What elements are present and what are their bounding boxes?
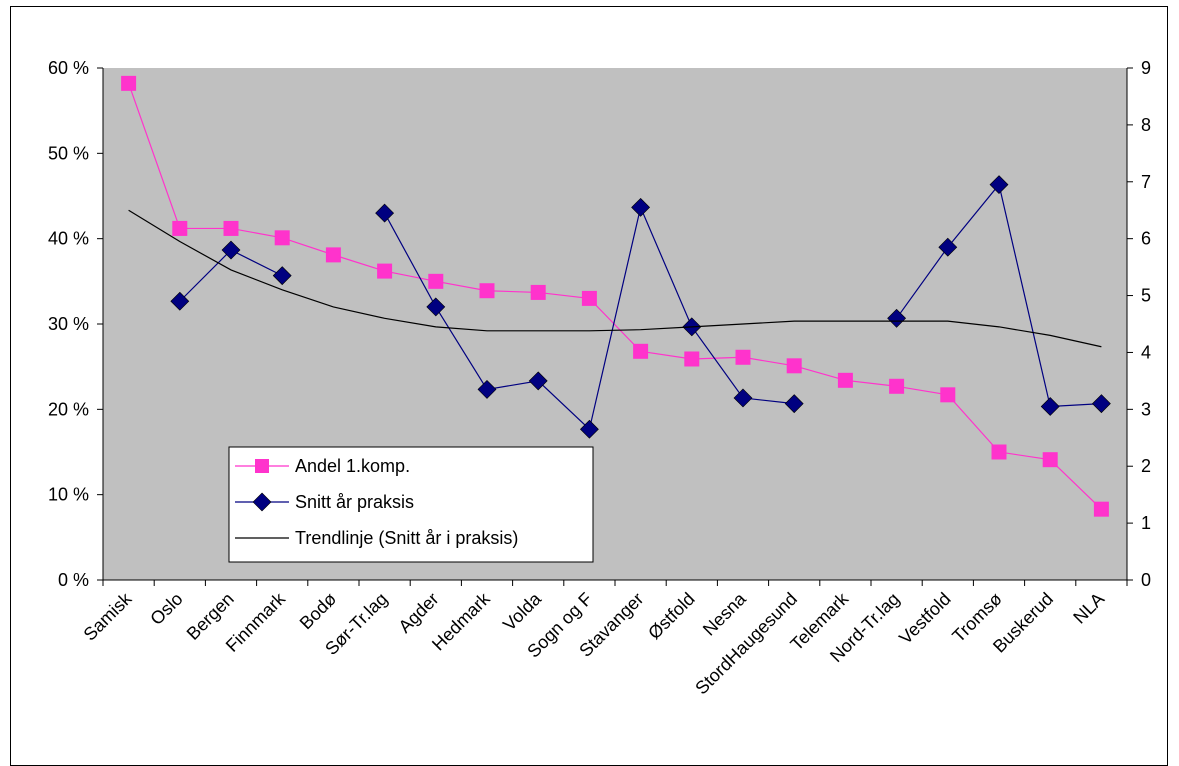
- data-point-diamond: [426, 297, 446, 317]
- data-point-diamond: [989, 175, 1009, 195]
- legend-label: Snitt år praksis: [295, 492, 414, 512]
- data-point-square: [684, 351, 700, 367]
- data-point-diamond: [938, 237, 958, 257]
- data-point-diamond: [733, 388, 753, 408]
- data-point-diamond: [170, 291, 190, 311]
- x-tick-label: Vestfold: [895, 589, 954, 648]
- data-point-diamond: [272, 266, 292, 286]
- data-point-square: [479, 283, 495, 299]
- data-point-square: [377, 263, 393, 279]
- data-point-diamond: [887, 308, 907, 328]
- data-point-square: [889, 378, 905, 394]
- legend-swatch-square: [255, 459, 269, 473]
- data-point-square: [837, 372, 853, 388]
- y-right-tick-label: 6: [1141, 229, 1151, 249]
- data-point-diamond: [375, 203, 395, 223]
- data-point-diamond: [1040, 397, 1060, 416]
- y-left-tick-label: 10 %: [48, 485, 89, 505]
- x-tick-label: Oslo: [146, 589, 186, 629]
- series-line: [128, 209, 1102, 348]
- x-tick-label: Agder: [395, 589, 443, 637]
- data-point-diamond: [221, 240, 241, 260]
- y-left-tick-label: 50 %: [48, 143, 89, 163]
- data-point-square: [940, 387, 956, 403]
- x-tick-label: Volda: [499, 588, 546, 635]
- data-point-square: [581, 290, 597, 306]
- y-left-tick-label: 20 %: [48, 399, 89, 419]
- y-right-tick-label: 9: [1141, 58, 1151, 78]
- y-right-tick-label: 0: [1141, 570, 1151, 590]
- data-point-diamond: [579, 419, 599, 439]
- legend-label: Andel 1.komp.: [295, 456, 410, 476]
- data-point-square: [223, 220, 239, 236]
- data-point-diamond: [784, 394, 804, 414]
- y-left-tick-label: 30 %: [48, 314, 89, 334]
- x-tick-label: Samisk: [80, 588, 137, 645]
- data-point-square: [428, 273, 444, 289]
- data-point-diamond: [1091, 394, 1111, 414]
- x-tick-label: NLA: [1069, 589, 1108, 628]
- data-point-diamond: [631, 197, 651, 217]
- y-left-tick-label: 0 %: [58, 570, 89, 590]
- data-point-square: [991, 444, 1007, 460]
- x-tick-label: Østfold: [644, 589, 698, 643]
- y-right-tick-label: 5: [1141, 286, 1151, 306]
- y-right-tick-label: 1: [1141, 513, 1151, 533]
- data-point-square: [1093, 501, 1109, 517]
- data-point-square: [1042, 452, 1058, 468]
- data-point-square: [172, 220, 188, 236]
- y-left-tick-label: 60 %: [48, 58, 89, 78]
- data-point-square: [786, 358, 802, 374]
- data-point-diamond: [528, 371, 548, 391]
- data-point-square: [530, 284, 546, 300]
- data-point-square: [633, 343, 649, 359]
- y-right-tick-label: 2: [1141, 456, 1151, 476]
- y-right-tick-label: 7: [1141, 172, 1151, 192]
- data-point-square: [325, 247, 341, 263]
- y-right-tick-label: 3: [1141, 399, 1151, 419]
- x-tick-label: Hedmark: [428, 588, 494, 654]
- series-line: [128, 83, 1102, 510]
- data-point-square: [274, 230, 290, 246]
- y-right-tick-label: 4: [1141, 342, 1151, 362]
- y-right-tick-label: 8: [1141, 115, 1151, 135]
- data-point-square: [121, 75, 137, 91]
- legend-label: Trendlinje (Snitt år i praksis): [295, 528, 518, 548]
- data-point-diamond: [477, 379, 497, 399]
- data-point-square: [735, 349, 751, 365]
- y-left-tick-label: 40 %: [48, 229, 89, 249]
- legend-swatch-diamond: [252, 492, 272, 512]
- x-tick-label: Bodø: [296, 589, 341, 634]
- legend: [228, 446, 594, 563]
